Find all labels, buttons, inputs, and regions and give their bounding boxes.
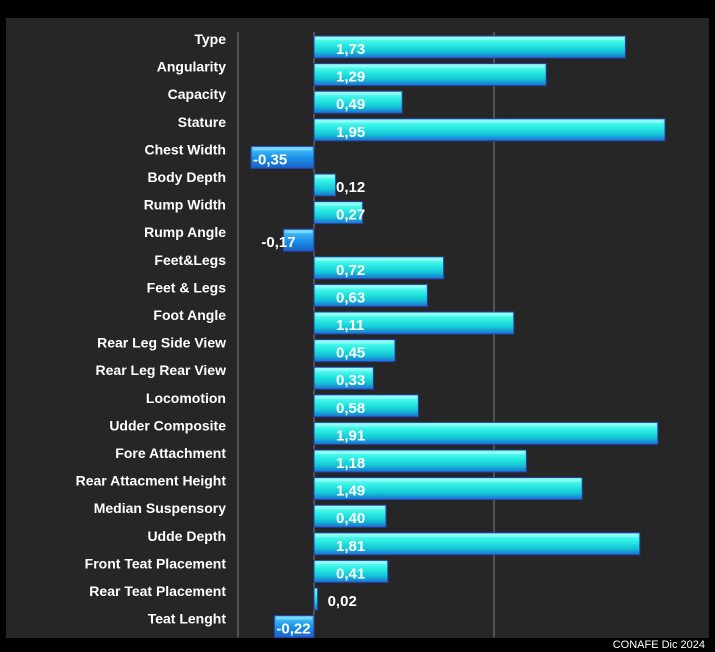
bar-21 <box>273 615 315 638</box>
value-label-17: 0,40 <box>336 510 365 527</box>
category-label-7: Rump Angle <box>144 224 226 240</box>
value-label-12: 0,33 <box>336 372 365 389</box>
value-label-20: 0,02 <box>328 593 357 610</box>
bar-chart: Type Angularity Capacity Stature Chest Width… <box>76 31 666 638</box>
bar-17 <box>313 504 387 528</box>
value-label-2: 0,49 <box>336 96 365 113</box>
bar-5 <box>313 173 337 197</box>
bar-19 <box>313 559 389 583</box>
plot-area: Type Angularity Capacity Stature Chest Width… <box>6 18 709 638</box>
bar-1 <box>313 63 547 87</box>
bar-highlight-11 <box>316 340 393 344</box>
category-label-9: Feet & Legs <box>147 279 227 295</box>
value-label-14: 1,91 <box>336 427 365 444</box>
bar-13 <box>313 394 419 418</box>
bar-4 <box>250 145 315 169</box>
category-label-18: Udde Depth <box>147 528 226 544</box>
value-label-6: 0,27 <box>336 207 365 224</box>
category-label-4: Chest Width <box>144 141 226 157</box>
bar-3 <box>313 118 666 142</box>
bar-15 <box>313 449 527 473</box>
category-label-10: Foot Angle <box>153 307 226 323</box>
bar-highlight-8 <box>316 257 442 261</box>
value-label-19: 0,41 <box>336 565 365 582</box>
category-label-0: Type <box>194 31 226 47</box>
bar-20 <box>313 587 319 611</box>
bar-highlight-0 <box>316 37 624 40</box>
bar-highlight-15 <box>316 451 525 454</box>
value-label-13: 0,58 <box>336 400 365 417</box>
value-label-9: 0,63 <box>336 289 365 306</box>
value-label-10: 1,11 <box>336 317 364 334</box>
value-label-1: 1,29 <box>336 69 365 86</box>
bar-18 <box>313 532 641 556</box>
bar-12 <box>313 366 374 390</box>
value-label-0: 1,73 <box>336 41 365 58</box>
category-label-6: Rump Width <box>144 197 226 213</box>
category-label-20: Rear Teat Placement <box>89 583 226 599</box>
bar-11 <box>313 339 396 363</box>
category-label-5: Body Depth <box>147 169 226 185</box>
bar-highlight-16 <box>316 478 581 482</box>
bar-highlight-17 <box>316 506 384 510</box>
bar-highlight-3 <box>316 119 663 123</box>
bar-highlight-18 <box>316 533 638 537</box>
category-label-21: Teat Lenght <box>148 611 227 627</box>
bar-highlight-2 <box>316 92 401 96</box>
bar-9 <box>313 283 428 307</box>
bar-highlight-13 <box>316 395 417 399</box>
value-label-18: 1,81 <box>336 538 365 555</box>
category-label-14: Udder Composite <box>109 417 226 433</box>
category-label-11: Rear Leg Side View <box>97 335 226 351</box>
value-label-5: 0,12 <box>336 179 365 196</box>
category-label-1: Angularity <box>157 59 226 75</box>
value-label-7: -0,17 <box>261 234 295 251</box>
category-label-2: Capacity <box>168 86 227 102</box>
bar-highlight-7 <box>285 230 312 234</box>
category-label-3: Stature <box>178 114 226 130</box>
bar-highlight-10 <box>316 313 512 316</box>
bar-highlight-19 <box>316 561 386 565</box>
value-label-8: 0,72 <box>336 262 365 279</box>
value-label-21: -0,22 <box>276 621 310 638</box>
category-label-16: Rear Attacment Height <box>76 473 227 489</box>
category-label-13: Locomotion <box>146 390 226 406</box>
category-label-17: Median Suspensory <box>94 500 226 516</box>
category-label-19: Front Teat Placement <box>85 555 227 571</box>
bar-highlight-9 <box>316 285 426 289</box>
value-label-4: -0,35 <box>253 151 287 168</box>
category-label-8: Feet&Legs <box>154 252 226 268</box>
bar-highlight-21 <box>276 616 312 620</box>
bar-highlight-4 <box>253 147 312 151</box>
value-label-15: 1,18 <box>336 455 365 472</box>
bar-highlight-5 <box>316 175 334 178</box>
bar-highlight-14 <box>316 423 656 427</box>
bar-16 <box>313 477 583 501</box>
bar-highlight-6 <box>316 202 361 206</box>
category-label-12: Rear Leg Rear View <box>96 362 227 378</box>
value-label-3: 1,95 <box>336 124 365 141</box>
bar-8 <box>313 256 445 280</box>
value-label-11: 0,45 <box>336 345 365 362</box>
bar-0 <box>313 35 626 59</box>
bar-2 <box>313 90 403 114</box>
bar-6 <box>313 201 364 225</box>
bar-7 <box>282 228 315 252</box>
category-label-15: Fore Attachment <box>115 445 226 461</box>
value-label-16: 1,49 <box>336 483 365 500</box>
bar-highlight-12 <box>316 368 372 372</box>
bar-10 <box>313 311 515 335</box>
bar-14 <box>313 421 659 445</box>
source-label: CONAFE Dic 2024 <box>612 639 705 651</box>
bar-highlight-1 <box>316 64 545 68</box>
